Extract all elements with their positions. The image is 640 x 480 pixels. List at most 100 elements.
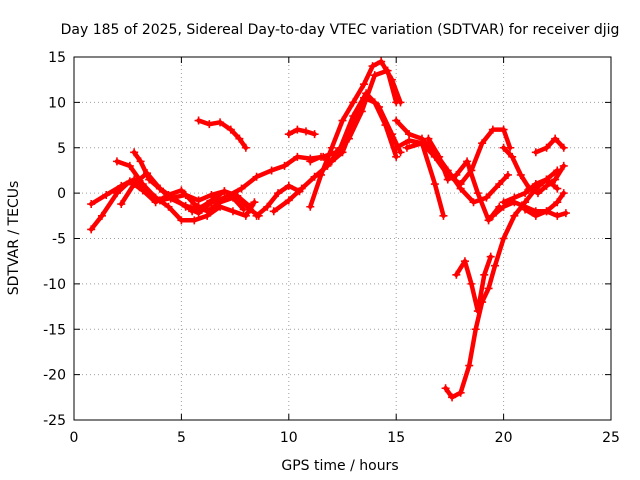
data-point-marker: [87, 200, 96, 209]
data-point-marker: [164, 202, 173, 211]
data-point-marker: [338, 148, 347, 157]
data-point-marker: [381, 121, 390, 130]
data-point-marker: [531, 180, 540, 189]
series-track-12: [306, 93, 401, 166]
y-axis-label: SDTVAR / TECUs: [6, 181, 22, 296]
series-track-23: [531, 134, 568, 157]
data-point-marker: [269, 207, 278, 216]
data-point-marker: [435, 152, 444, 161]
data-point-marker: [263, 202, 272, 211]
data-point-marker: [456, 180, 465, 189]
y-tick-label: 10: [48, 95, 66, 111]
data-point-marker: [190, 216, 199, 225]
data-point-marker: [456, 388, 465, 397]
x-tick-label: 25: [602, 430, 620, 446]
data-point-marker: [138, 180, 147, 189]
data-point-marker: [362, 89, 371, 98]
series-track-22: [521, 189, 568, 220]
data-point-marker: [473, 189, 482, 198]
data-point-marker: [226, 125, 235, 134]
data-point-marker: [467, 279, 476, 288]
data-point-marker: [469, 198, 478, 207]
data-point-marker: [508, 152, 517, 161]
data-point-marker: [491, 261, 500, 270]
data-point-marker: [274, 189, 283, 198]
data-point-marker: [252, 172, 261, 181]
data-point-marker: [531, 211, 540, 220]
data-point-marker: [117, 181, 126, 190]
data-point-marker: [177, 216, 186, 225]
data-point-marker: [443, 175, 452, 184]
series-track-15: [402, 139, 448, 220]
data-point-marker: [237, 184, 246, 193]
data-point-marker: [194, 116, 203, 125]
data-point-marker: [488, 125, 497, 134]
y-tick-label: -20: [43, 368, 66, 384]
data-point-marker: [392, 143, 401, 152]
data-point-marker: [482, 193, 491, 202]
series-track: [454, 254, 493, 314]
data-point-marker: [439, 211, 448, 220]
data-point-marker: [499, 198, 508, 207]
axis-ticks: 0 5 10 15 20 25 -25 -20 -15 -10 -5 0 5 10 15: [43, 50, 620, 446]
y-tick-label: -10: [43, 277, 66, 293]
x-tick-label: 15: [387, 430, 405, 446]
data-point-marker: [559, 161, 568, 170]
data-point-marker: [542, 143, 551, 152]
y-tick-label: -15: [43, 322, 66, 338]
data-point-marker: [561, 209, 570, 218]
series-track-6: [194, 116, 250, 152]
data-point-marker: [478, 139, 487, 148]
data-point-marker: [484, 216, 493, 225]
data-point-marker: [145, 175, 154, 184]
data-point-marker: [241, 143, 250, 152]
data-point-marker: [87, 225, 96, 234]
y-tick-label: 5: [57, 141, 66, 157]
data-point-marker: [306, 202, 315, 211]
data-point-marker: [284, 130, 293, 139]
data-point-marker: [155, 184, 164, 193]
data-point-marker: [359, 93, 368, 102]
data-point-marker: [112, 157, 121, 166]
data-point-marker: [220, 193, 229, 202]
data-point-marker: [338, 116, 347, 125]
data-point-marker: [551, 175, 560, 184]
data-point-marker: [301, 127, 310, 136]
series-track-10: [284, 125, 319, 139]
data-point-marker: [441, 384, 450, 393]
data-point-marker: [233, 192, 242, 201]
data-point-marker: [216, 118, 225, 127]
data-point-marker: [396, 148, 405, 157]
data-point-marker: [559, 143, 568, 152]
data-point-marker: [267, 166, 276, 175]
data-point-marker: [241, 211, 250, 220]
series-track-21: [499, 175, 562, 207]
y-tick-label: 0: [57, 186, 66, 202]
data-point-marker: [280, 161, 289, 170]
series-track-18: [452, 252, 495, 316]
data-point-marker: [553, 211, 562, 220]
data-point-marker: [551, 134, 560, 143]
data-point-marker: [405, 136, 414, 145]
x-tick-label: 0: [70, 430, 79, 446]
data-point-marker: [533, 189, 542, 198]
series-track: [501, 145, 566, 196]
data-point-marker: [503, 170, 512, 179]
grid: [74, 57, 611, 420]
data-point-marker: [499, 143, 508, 152]
data-point-marker: [203, 211, 212, 220]
data-point-marker: [417, 139, 426, 148]
series-track: [271, 91, 403, 214]
data-point-marker: [177, 186, 186, 195]
data-point-marker: [317, 152, 326, 161]
data-point-marker: [396, 98, 405, 107]
data-point-marker: [188, 207, 197, 216]
data-point-marker: [392, 116, 401, 125]
data-point-marker: [102, 190, 111, 199]
data-point-marker: [486, 252, 495, 261]
data-point-marker: [181, 190, 190, 199]
data-point-marker: [216, 202, 225, 211]
data-point-marker: [542, 207, 551, 216]
data-point-marker: [203, 200, 212, 209]
data-point-marker: [297, 184, 306, 193]
